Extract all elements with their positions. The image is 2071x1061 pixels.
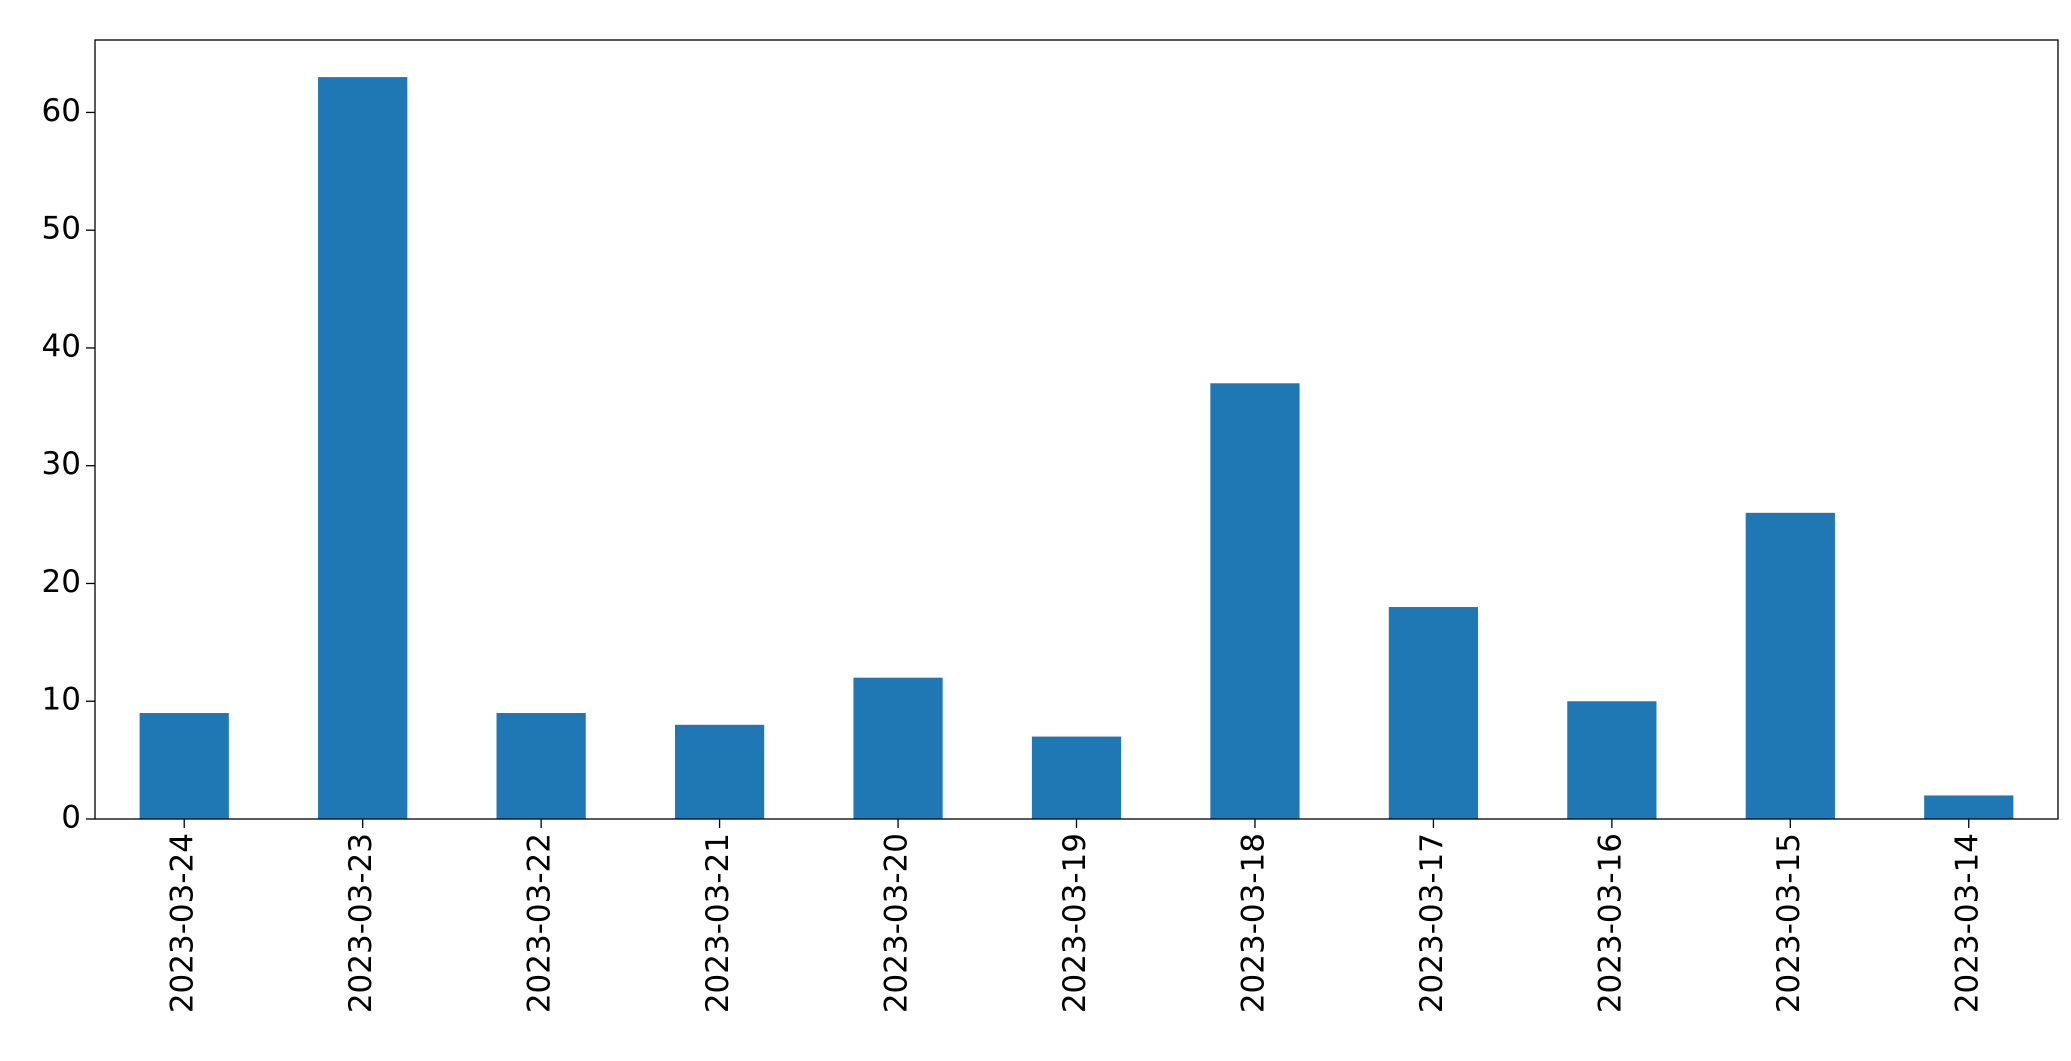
x-tick-label: 2023-03-23 — [343, 833, 379, 1013]
x-tick-label: 2023-03-15 — [1771, 833, 1807, 1013]
x-tick-label: 2023-03-21 — [700, 833, 736, 1013]
bar — [139, 713, 229, 819]
bar — [1210, 383, 1300, 819]
bar — [674, 724, 765, 819]
x-tick-label: 2023-03-24 — [165, 833, 201, 1013]
x-tick-label: 2023-03-19 — [1057, 833, 1093, 1013]
bar — [496, 713, 586, 819]
y-tick-label: 50 — [42, 211, 81, 247]
x-tick-label: 2023-03-20 — [879, 833, 915, 1013]
bar — [318, 77, 408, 820]
bar — [1745, 512, 1835, 819]
x-tick-label: 2023-03-17 — [1414, 833, 1450, 1013]
y-tick-label: 20 — [42, 564, 81, 600]
bar — [1567, 701, 1657, 819]
plot-frame — [94, 39, 2059, 820]
bar — [1924, 795, 2014, 819]
x-tick-label: 2023-03-18 — [1235, 833, 1271, 1013]
y-tick-label: 40 — [42, 328, 81, 364]
y-tick-label: 0 — [61, 800, 81, 836]
x-tick-label: 2023-03-22 — [522, 833, 558, 1013]
y-tick-label: 30 — [42, 446, 81, 482]
x-tick-label: 2023-03-16 — [1592, 833, 1628, 1013]
y-tick-label: 60 — [42, 93, 81, 129]
bar — [1388, 607, 1479, 819]
y-tick-label: 10 — [42, 682, 81, 718]
x-tick-label: 2023-03-14 — [1949, 833, 1985, 1013]
bar — [853, 677, 943, 819]
bar — [1031, 736, 1122, 819]
